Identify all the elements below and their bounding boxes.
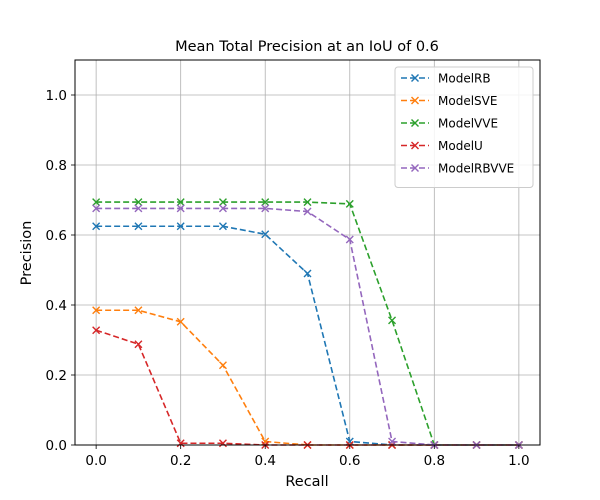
series-ModelRBVVE [92, 204, 523, 449]
legend-label: ModelSVE [438, 94, 497, 108]
series-line [96, 225, 519, 446]
data-point [134, 198, 143, 207]
data-point [92, 198, 101, 207]
data-point [134, 340, 143, 349]
legend-item: ModelRBVVE [401, 162, 514, 176]
series-ModelVVE [92, 198, 523, 449]
data-point [345, 235, 354, 244]
data-point [176, 439, 185, 448]
series-ModelRB [92, 222, 523, 449]
legend-item: ModelU [401, 139, 483, 153]
y-tick-label: 0.2 [46, 368, 67, 384]
y-tick-label: 1.0 [46, 88, 67, 104]
ticks: 0.0 0.2 0.4 0.6 0.8 1.0 0.0 0.2 0.4 0.6 0.8 1.0 [46, 88, 530, 469]
series-line [96, 309, 519, 446]
y-tick-label: 0.4 [46, 298, 67, 314]
data-point [92, 306, 101, 315]
series-ModelSVE [92, 306, 523, 449]
data-point [345, 199, 354, 208]
x-tick-label: 0.8 [424, 453, 445, 469]
x-tick-label: 0.4 [254, 453, 275, 469]
x-tick-label: 1.0 [508, 453, 529, 469]
data-point [345, 437, 354, 446]
data-point [176, 204, 185, 213]
data-point [134, 306, 143, 315]
data-point [261, 204, 270, 213]
y-tick-label: 0.8 [46, 158, 67, 174]
y-tick-label: 0.6 [46, 228, 67, 244]
series-line [96, 207, 519, 446]
data-point [218, 361, 227, 370]
legend-box [394, 66, 534, 188]
legend-label: ModelVVE [438, 117, 498, 131]
data-point [218, 204, 227, 213]
y-tick-label: 0.0 [46, 438, 67, 454]
data-point [92, 326, 101, 335]
x-tick-label: 0.2 [170, 453, 191, 469]
x-tick-label: 0.6 [339, 453, 360, 469]
data-point [134, 222, 143, 231]
data-point [176, 222, 185, 231]
series-line [95, 329, 519, 446]
chart-title: Mean Total Precision at an IoU of 0.6 [175, 39, 439, 55]
data-point [303, 269, 312, 278]
x-tick-label: 0.0 [85, 453, 106, 469]
data-point [261, 437, 270, 446]
legend-item: ModelSVE [401, 94, 497, 108]
legend: ModelRB ModelSVE ModelVVE ModelU ModelRBVVE [394, 66, 534, 188]
legend-label: ModelRBVVE [438, 162, 514, 176]
legend-label: ModelRB [438, 72, 491, 86]
data-point [218, 439, 227, 448]
legend-item: ModelVVE [401, 117, 498, 131]
data-point [176, 198, 185, 207]
legend-label: ModelU [438, 139, 483, 153]
data-point [303, 207, 312, 216]
data-point [388, 316, 397, 325]
data-point [261, 230, 270, 239]
data-point [218, 198, 227, 207]
series-ModelU [92, 326, 523, 449]
data-point [176, 317, 185, 326]
data-point [388, 437, 397, 446]
data-point [92, 204, 101, 213]
data-point [261, 198, 270, 207]
legend-item: ModelRB [401, 72, 491, 86]
plot-frame [74, 59, 541, 446]
data-point [303, 198, 312, 207]
data-point [134, 204, 143, 213]
series-layer [92, 198, 523, 449]
y-axis-label: Precision [19, 221, 35, 286]
data-point [92, 222, 101, 231]
series-line [96, 201, 519, 446]
x-axis-label: Recall [285, 474, 328, 490]
data-point [218, 222, 227, 231]
